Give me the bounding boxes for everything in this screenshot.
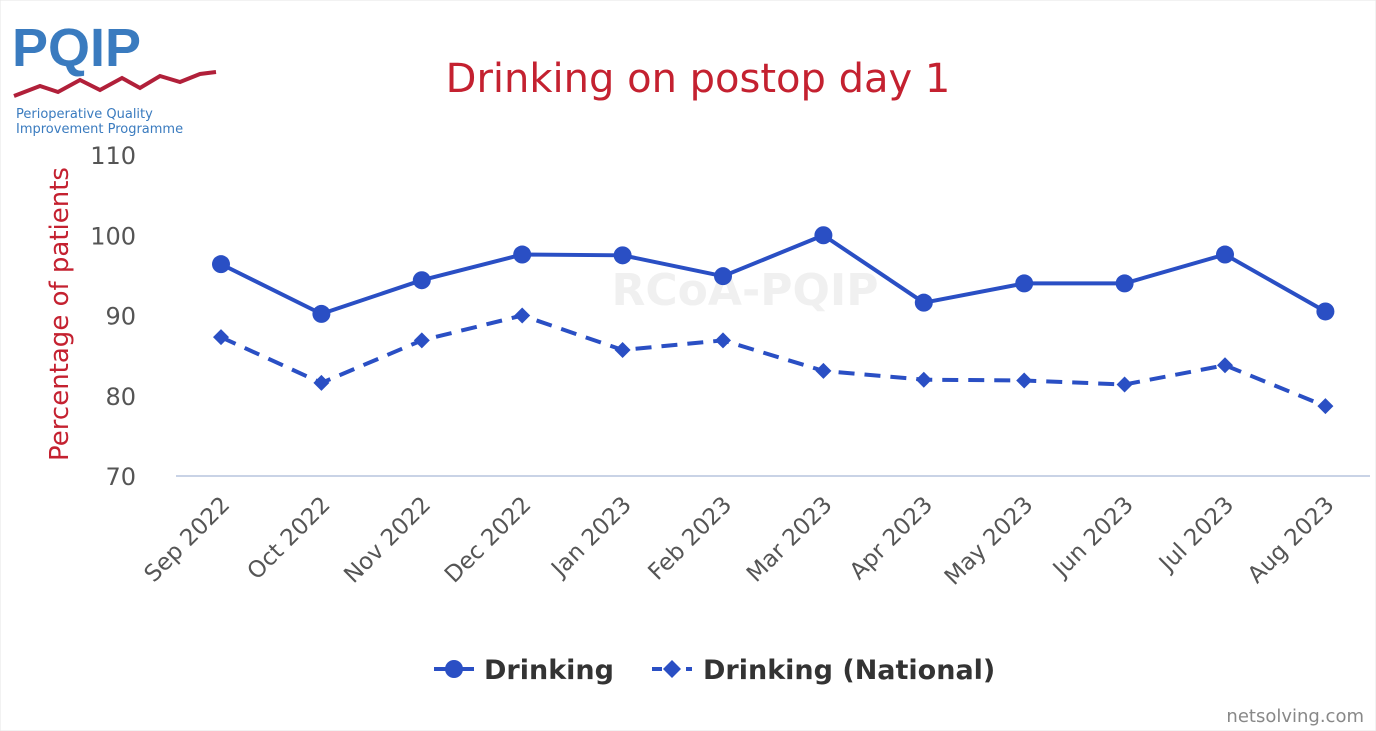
data-point-drinking[interactable] xyxy=(212,255,230,274)
chart-title: Drinking on postop day 1 xyxy=(446,56,951,102)
pqip-logo: PQIP Perioperative Quality Improvement P… xyxy=(12,18,217,137)
data-point-drinking-national[interactable] xyxy=(815,362,832,379)
data-point-drinking-national[interactable] xyxy=(1317,398,1334,415)
series-line-drinking xyxy=(220,233,1327,316)
y-tick-label: 100 xyxy=(90,222,136,250)
data-point-drinking[interactable] xyxy=(1115,274,1134,293)
y-tick-label: 80 xyxy=(105,383,136,411)
series-line-drinking-national xyxy=(220,313,1327,409)
legend: Drinking Drinking (National) xyxy=(434,655,995,686)
data-point-drinking[interactable] xyxy=(513,245,532,264)
legend-marker-diamond xyxy=(663,660,681,678)
logo-swoosh xyxy=(13,70,217,98)
data-point-drinking[interactable] xyxy=(1015,274,1034,293)
data-point-drinking-national[interactable] xyxy=(614,342,631,359)
data-point-drinking[interactable] xyxy=(412,271,431,290)
data-point-drinking[interactable] xyxy=(1216,245,1234,264)
credit-link[interactable]: netsolving.com xyxy=(1226,706,1364,727)
series-layer xyxy=(212,226,1335,415)
data-point-drinking-national[interactable] xyxy=(413,332,430,349)
y-tick-label: 90 xyxy=(105,303,136,331)
data-point-drinking-national[interactable] xyxy=(1116,376,1133,393)
legend-label-drinking: Drinking xyxy=(484,655,614,686)
y-axis-label: Percentage of patients xyxy=(45,167,75,461)
y-tick-label: 110 xyxy=(90,142,136,170)
legend-marker-circle xyxy=(445,660,463,678)
y-axis-ticks: 70 80 90 100 110 xyxy=(90,142,136,491)
data-point-drinking-national[interactable] xyxy=(915,371,932,388)
data-point-drinking[interactable] xyxy=(914,293,933,312)
data-point-drinking[interactable] xyxy=(312,304,331,323)
data-point-drinking-national[interactable] xyxy=(1016,372,1033,389)
legend-label-drinking-national: Drinking (National) xyxy=(703,655,995,686)
data-point-drinking-national[interactable] xyxy=(514,307,531,324)
data-point-drinking[interactable] xyxy=(1316,302,1335,321)
data-point-drinking-national[interactable] xyxy=(313,374,330,391)
data-point-drinking[interactable] xyxy=(814,226,833,245)
y-tick-label: 70 xyxy=(105,463,136,491)
logo-subtitle-line1: Perioperative Quality xyxy=(16,107,153,122)
logo-subtitle-line2: Improvement Programme xyxy=(16,122,183,137)
logo-wordmark: PQIP xyxy=(12,18,141,78)
data-point-drinking[interactable] xyxy=(613,246,632,265)
data-point-drinking[interactable] xyxy=(714,267,732,286)
data-point-drinking-national[interactable] xyxy=(715,332,731,349)
legend-item-drinking[interactable]: Drinking xyxy=(434,655,614,686)
watermark: RCoA-PQIP xyxy=(612,265,879,316)
data-point-drinking-national[interactable] xyxy=(1217,357,1233,374)
legend-item-drinking-national[interactable]: Drinking (National) xyxy=(652,655,995,686)
data-point-drinking-national[interactable] xyxy=(213,329,229,346)
